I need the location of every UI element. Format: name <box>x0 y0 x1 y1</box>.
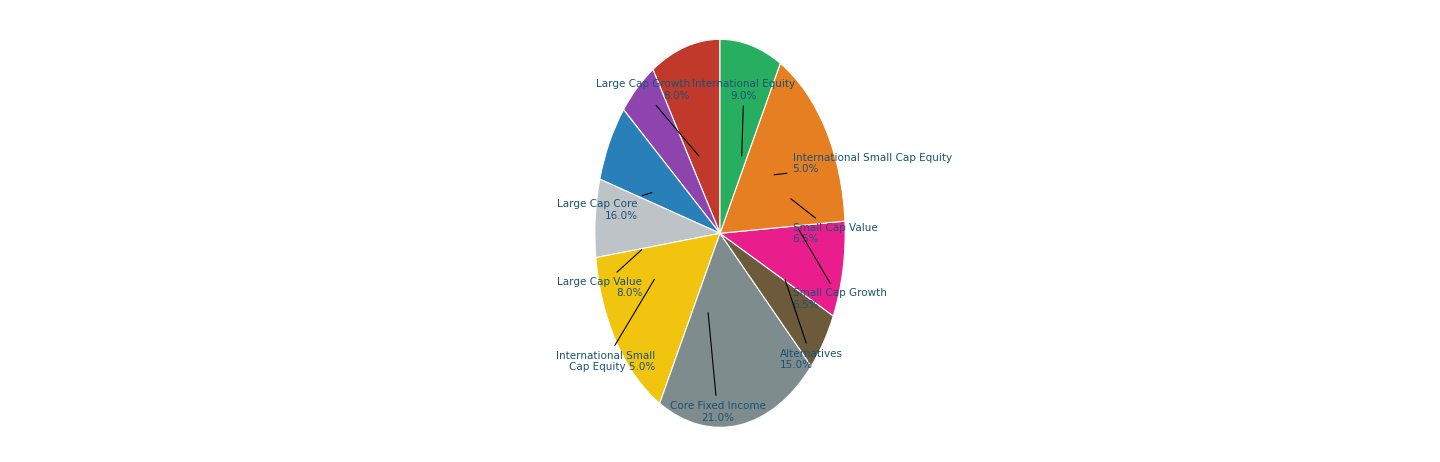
Wedge shape <box>660 233 811 427</box>
Text: International Small
Cap Equity 5.0%: International Small Cap Equity 5.0% <box>556 280 655 372</box>
Text: Large Cap Growth
8.0%: Large Cap Growth 8.0% <box>596 79 698 156</box>
Text: Small Cap Growth
6.5%: Small Cap Growth 6.5% <box>792 230 887 310</box>
Wedge shape <box>595 179 720 258</box>
Wedge shape <box>720 233 834 366</box>
Text: International Equity
9.0%: International Equity 9.0% <box>693 79 795 156</box>
Text: Small Cap Value
6.5%: Small Cap Value 6.5% <box>791 199 877 244</box>
Text: Large Cap Core
16.0%: Large Cap Core 16.0% <box>557 193 652 221</box>
Wedge shape <box>596 233 720 403</box>
Text: Core Fixed Income
21.0%: Core Fixed Income 21.0% <box>670 313 766 423</box>
Text: Alternatives
15.0%: Alternatives 15.0% <box>780 280 842 370</box>
Wedge shape <box>652 39 720 233</box>
Wedge shape <box>720 63 845 233</box>
Wedge shape <box>720 221 845 316</box>
Wedge shape <box>600 109 720 233</box>
Text: International Small Cap Equity
5.0%: International Small Cap Equity 5.0% <box>775 152 952 175</box>
Text: Large Cap Value
8.0%: Large Cap Value 8.0% <box>557 250 642 298</box>
Wedge shape <box>624 69 720 233</box>
Wedge shape <box>720 39 780 233</box>
